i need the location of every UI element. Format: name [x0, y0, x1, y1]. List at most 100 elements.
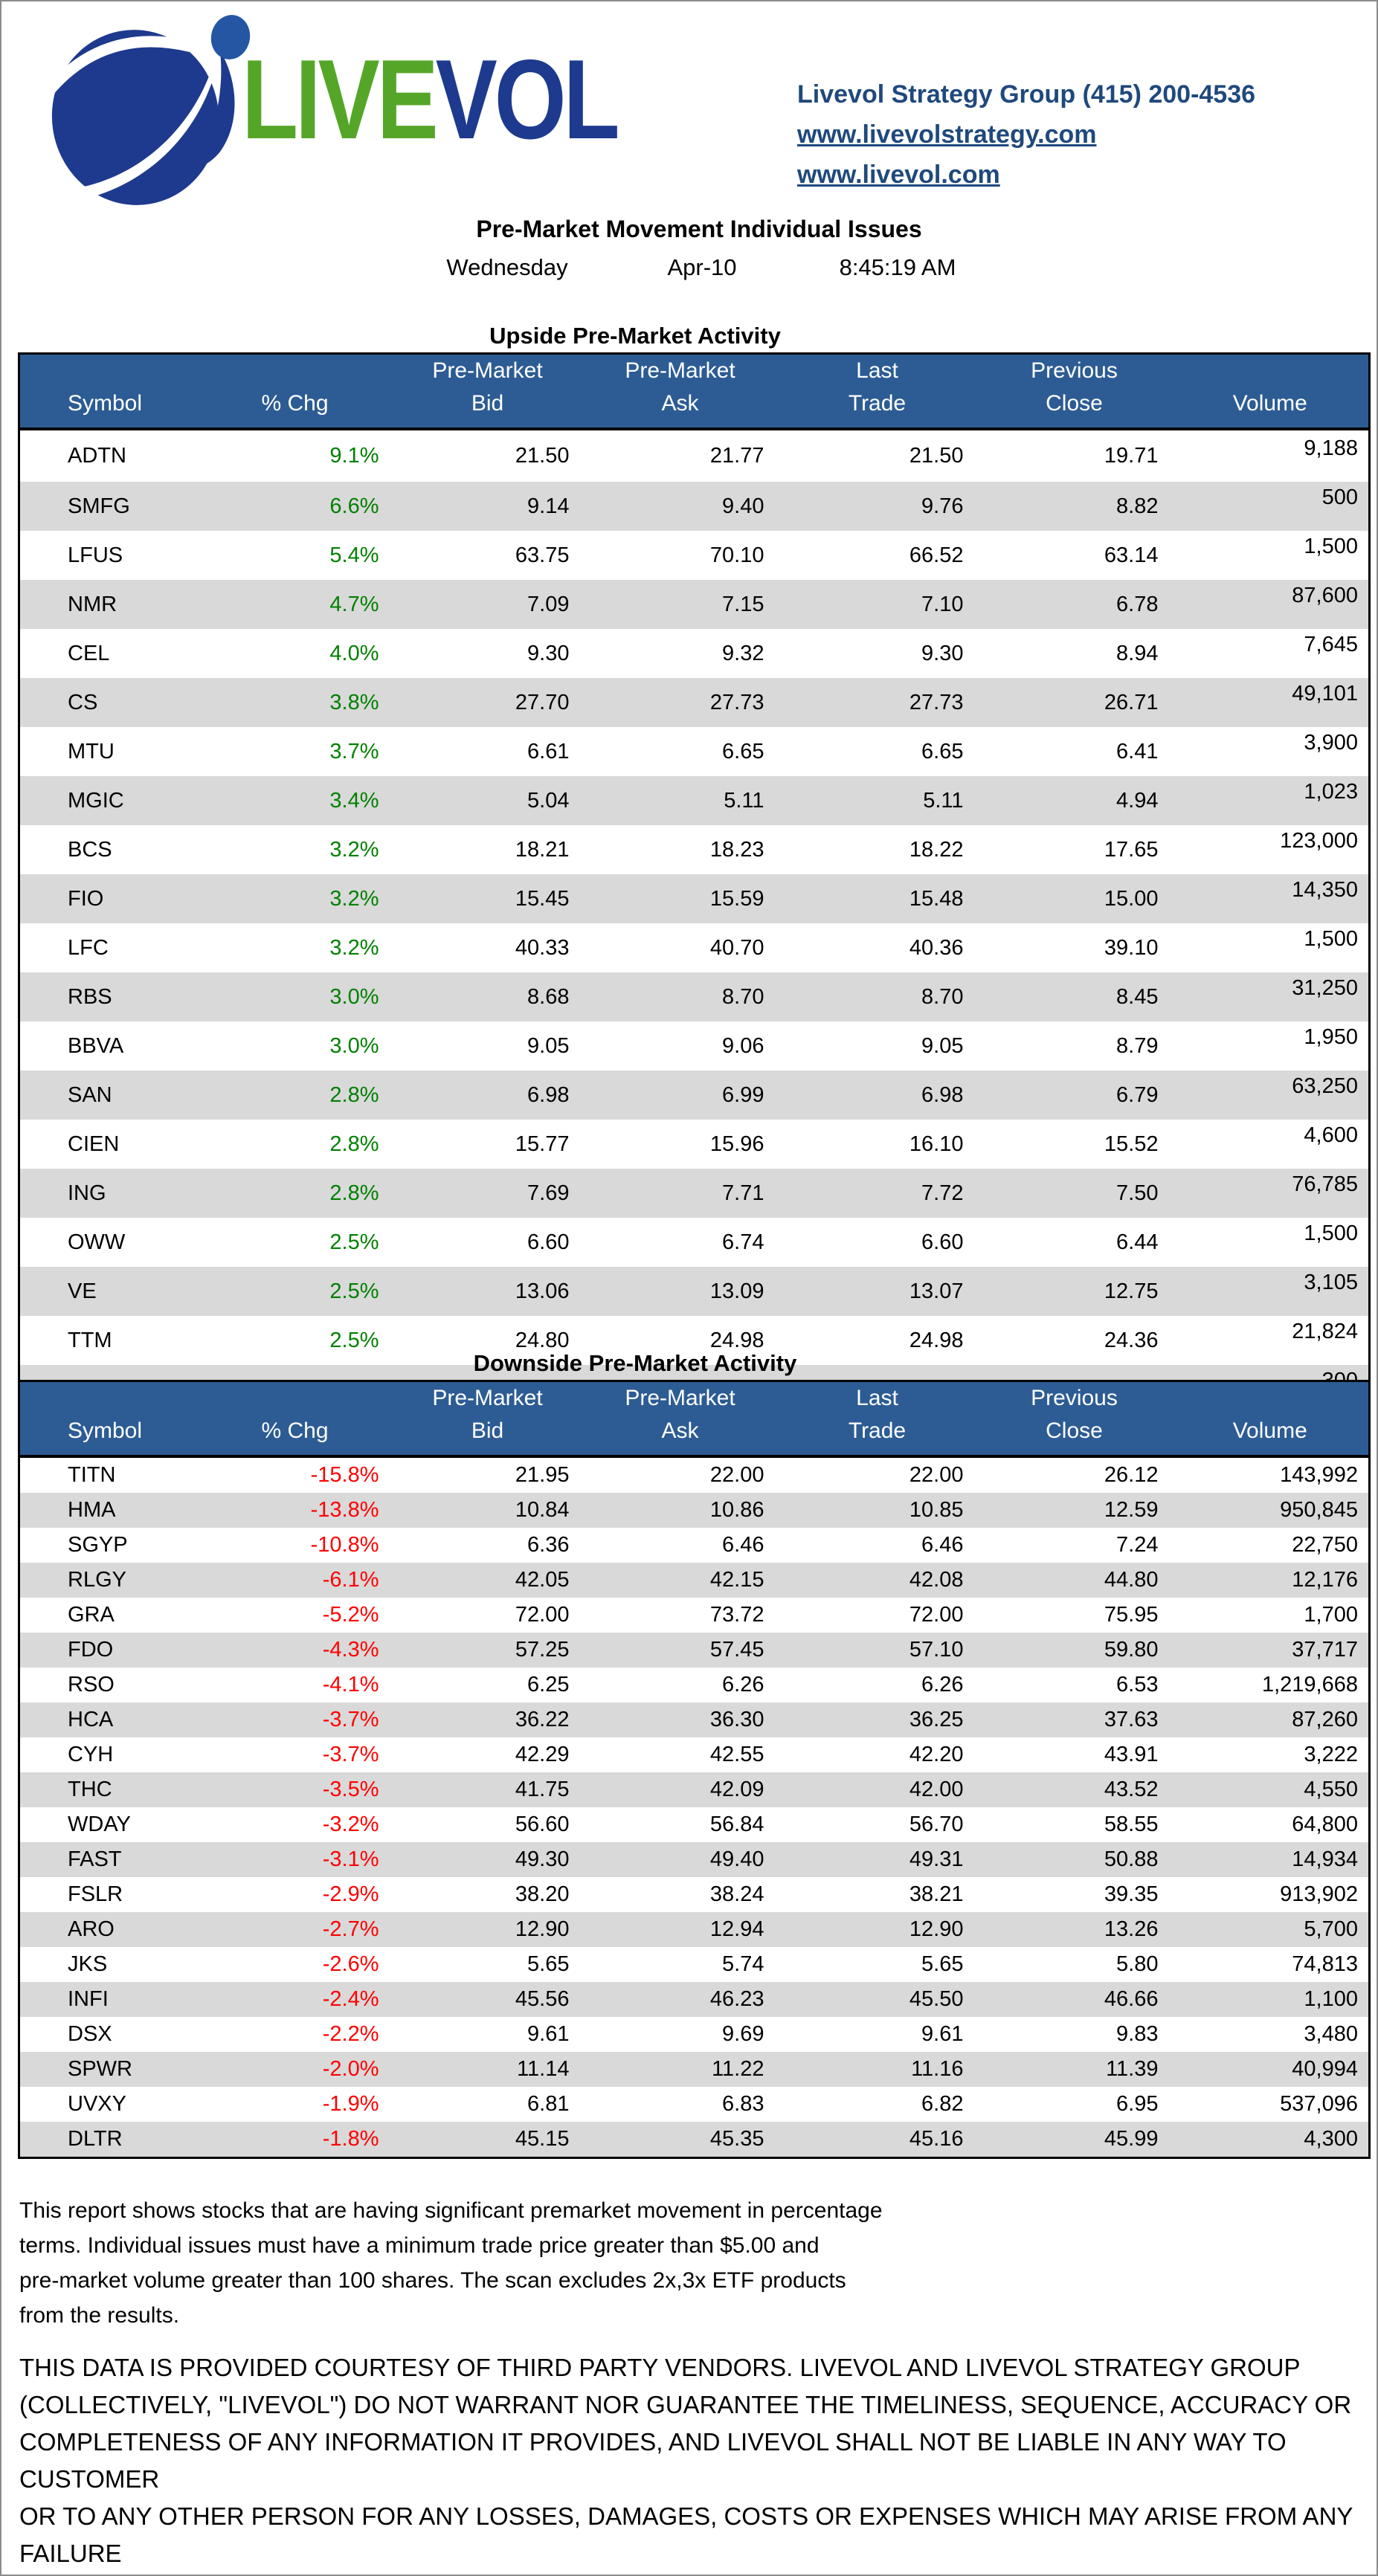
premarket-ask-cell: 15.59	[582, 874, 778, 923]
pct-chg-cell: -1.8%	[197, 2122, 393, 2158]
column-header-pct-chg: % Chg	[197, 1381, 393, 1458]
previous-close-cell: 6.78	[976, 580, 1172, 629]
previous-close-cell: 9.83	[1116, 2022, 1159, 2046]
previous-close-cell: 39.10	[1104, 935, 1159, 960]
column-header-premarket-bid: Pre-Market Bid	[392, 1381, 583, 1458]
volume-cell: 1,500	[1304, 927, 1358, 951]
premarket-ask-cell: 42.15	[582, 1563, 778, 1598]
pct-chg-cell: 3.0%	[197, 972, 393, 1021]
symbol-cell: CIEN	[68, 1132, 120, 1156]
premarket-bid-cell: 5.04	[392, 776, 583, 825]
symbol-cell: BBVA	[68, 1033, 124, 1058]
pct-chg-cell: -3.2%	[322, 1812, 379, 1836]
volume-cell: 37,717	[1171, 1633, 1370, 1668]
symbol-cell: RSO	[68, 1673, 115, 1697]
premarket-bid-cell: 8.68	[392, 972, 583, 1021]
symbol-cell: SGYP	[68, 1533, 128, 1557]
last-trade-cell: 6.60	[921, 1230, 964, 1254]
premarket-bid-cell: 7.09	[392, 580, 583, 629]
pct-chg-cell: -3.5%	[197, 1772, 393, 1807]
table-row: JKS -2.6% 5.65 5.74 5.65 5.80 74,813	[19, 1947, 1370, 1982]
last-trade-cell: 12.90	[777, 1912, 977, 1947]
symbol-cell: TITN	[68, 1463, 116, 1487]
table-row: FAST -3.1% 49.30 49.40 49.31 50.88 14,934	[19, 1842, 1370, 1877]
pct-chg-cell: 2.8%	[197, 1071, 393, 1120]
symbol-cell: RLGY	[19, 1563, 198, 1598]
table-row: TITN -15.8% 21.95 22.00 22.00 26.12 143,992	[19, 1456, 1370, 1493]
premarket-ask-cell: 11.22	[582, 2052, 778, 2087]
livevol-globe-icon	[45, 15, 251, 205]
last-trade-cell: 9.61	[921, 2022, 964, 2046]
upside-table-title: Upside Pre-Market Activity	[489, 323, 781, 349]
last-trade-cell: 13.07	[777, 1267, 977, 1316]
pct-chg-cell: 3.2%	[329, 837, 379, 862]
table-row: DSX -2.2% 9.61 9.69 9.61 9.83 3,480	[19, 2017, 1370, 2052]
last-trade-cell: 42.00	[777, 1772, 977, 1807]
symbol-cell: LFC	[68, 935, 109, 960]
livevol-logo: LIVEVOL	[22, 6, 632, 207]
previous-close-cell: 37.63	[976, 1702, 1172, 1737]
table-row: CEL 4.0% 9.30 9.32 9.30 8.94 7,645	[19, 629, 1370, 678]
strategy-site-link[interactable]: www.livevolstrategy.com	[797, 120, 1097, 149]
last-trade-cell: 42.20	[909, 1743, 964, 1766]
pct-chg-cell: 3.0%	[329, 1033, 379, 1058]
column-header-premarket-bid: Pre-Market Bid	[392, 353, 583, 430]
pct-chg-cell: -2.9%	[322, 1882, 379, 1906]
pct-chg-cell: 4.0%	[329, 641, 379, 665]
pct-chg-cell: 3.7%	[329, 739, 379, 764]
livevol-site-link[interactable]: www.livevol.com	[797, 161, 1000, 189]
downside-section: Downside Pre-Market Activity Symbol% Chg…	[18, 1350, 1371, 2159]
volume-cell: 4,550	[1171, 1772, 1370, 1807]
table-row: DLTR -1.8% 45.15 45.35 45.16 45.99 4,300	[19, 2122, 1370, 2158]
pct-chg-cell: 2.5%	[329, 1328, 379, 1352]
table-row: CIEN 2.8% 15.77 15.96 16.10 15.52 4,600	[19, 1120, 1370, 1169]
premarket-bid-cell: 42.05	[392, 1563, 583, 1598]
pct-chg-cell: -6.1%	[197, 1563, 393, 1598]
table-row: CS 3.8% 27.70 27.73 27.73 26.71 49,101	[19, 678, 1370, 727]
pct-chg-cell: 5.4%	[329, 543, 379, 567]
symbol-cell: FIO	[19, 874, 198, 923]
premarket-ask-cell: 73.72	[709, 1603, 764, 1627]
pct-chg-cell: 3.8%	[197, 678, 393, 727]
symbol-cell: CYH	[68, 1743, 114, 1766]
volume-cell: 49,101	[1171, 678, 1370, 727]
last-trade-cell: 57.10	[777, 1633, 977, 1668]
premarket-bid-cell: 40.33	[515, 935, 570, 960]
previous-close-cell: 46.66	[976, 1982, 1172, 2017]
volume-cell: 1,950	[1304, 1025, 1358, 1049]
report-day: Wednesday	[446, 254, 568, 280]
volume-cell: 537,096	[1280, 2092, 1358, 2116]
symbol-cell: ARO	[19, 1912, 198, 1947]
previous-close-cell: 43.52	[976, 1772, 1172, 1807]
volume-cell: 1,700	[1304, 1603, 1358, 1627]
column-header-pct-chg: % Chg	[197, 353, 393, 430]
column-header-last-trade: Last Trade	[777, 353, 977, 430]
symbol-cell: OWW	[68, 1230, 126, 1254]
previous-close-cell: 24.36	[1104, 1328, 1159, 1352]
premarket-ask-cell: 18.23	[709, 837, 764, 862]
table-row: ARO -2.7% 12.90 12.94 12.90 13.26 5,700	[19, 1912, 1370, 1947]
last-trade-cell: 72.00	[909, 1603, 964, 1627]
previous-close-cell: 11.39	[976, 2052, 1172, 2087]
volume-cell: 1,500	[1304, 535, 1358, 558]
volume-cell: 3,900	[1304, 731, 1358, 755]
symbol-cell: RBS	[19, 972, 198, 1021]
pct-chg-cell: -4.3%	[197, 1633, 393, 1668]
symbol-cell: NMR	[19, 580, 198, 629]
premarket-bid-cell: 27.70	[392, 678, 583, 727]
table-row: LFUS 5.4% 63.75 70.10 66.52 63.14 1,500	[19, 531, 1370, 580]
table-row: GRA -5.2% 72.00 73.72 72.00 75.95 1,700	[19, 1598, 1370, 1633]
premarket-bid-cell: 24.80	[515, 1328, 570, 1352]
premarket-bid-cell: 41.75	[392, 1772, 583, 1807]
symbol-cell: CS	[19, 678, 198, 727]
premarket-bid-cell: 10.84	[392, 1493, 583, 1528]
previous-close-cell: 6.44	[1116, 1230, 1159, 1254]
premarket-bid-cell: 6.81	[527, 2092, 570, 2116]
symbol-cell: BCS	[68, 837, 112, 862]
premarket-bid-cell: 72.00	[515, 1603, 570, 1627]
premarket-ask-cell: 40.70	[709, 935, 764, 960]
table-row: UVXY -1.9% 6.81 6.83 6.82 6.95 537,096	[19, 2087, 1370, 2122]
premarket-ask-cell: 12.94	[582, 1912, 778, 1947]
previous-close-cell: 6.41	[1116, 739, 1159, 764]
premarket-ask-cell: 5.74	[722, 1952, 764, 1976]
